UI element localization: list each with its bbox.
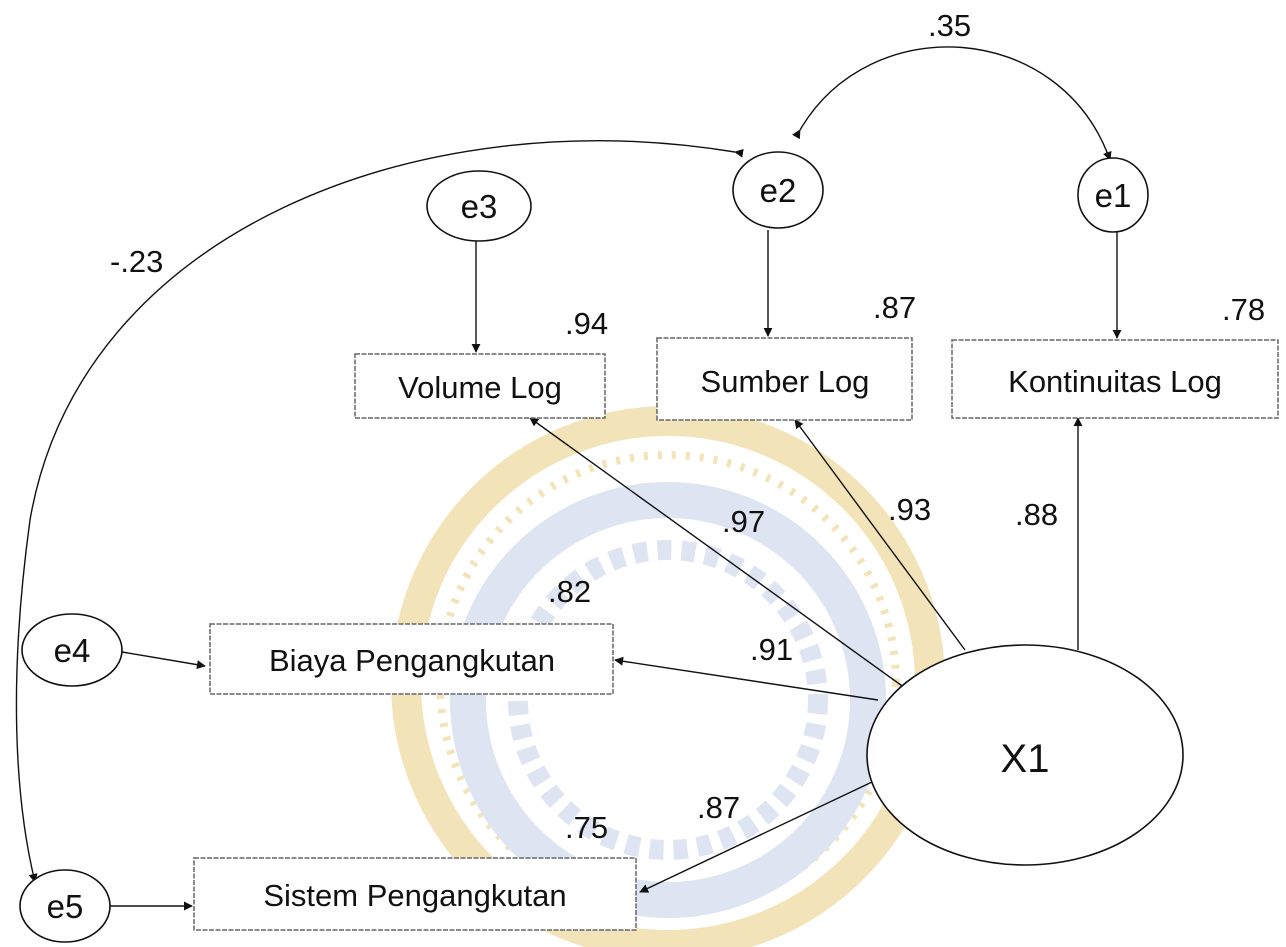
kontinuitas-log-r2: .78 xyxy=(1222,292,1265,327)
latent-x1-label: X1 xyxy=(1001,737,1050,781)
path-e4-biaya-pengangkutan xyxy=(121,651,206,670)
loading-kontinuitas-log: .88 xyxy=(1015,497,1058,532)
sistem-pengangkutan-box xyxy=(193,857,637,931)
r-squared-values: .94 .87 .78 .82 .75 xyxy=(548,290,1265,845)
kontinuitas-log-box xyxy=(951,339,1279,419)
biaya-pengangkutan-box xyxy=(209,623,614,695)
error-e3-label: e3 xyxy=(461,188,498,225)
covariance-e2-e1 xyxy=(792,46,1112,161)
sistem-pengangkutan-r2: .75 xyxy=(565,810,608,845)
factor-loadings: .97 .93 .88 .91 .87 xyxy=(697,492,1058,825)
covariance-e2-e5 xyxy=(15,140,744,883)
error-e5-node xyxy=(19,869,111,943)
sumber-log-label: Sumber Log xyxy=(701,364,870,399)
biaya-pengangkutan-label: Biaya Pengangkutan xyxy=(269,643,555,678)
edges xyxy=(15,46,1122,911)
sumber-log-box xyxy=(656,337,913,421)
loading-biaya-pengangkutan: .91 xyxy=(750,632,793,667)
error-e4-node xyxy=(21,613,123,687)
volume-log-label: Volume Log xyxy=(398,370,562,405)
covariance-e1-e2-value: .35 xyxy=(928,8,971,43)
volume-log-box xyxy=(354,353,606,419)
sumber-log-r2: .87 xyxy=(873,290,916,325)
path-x1-biaya-pengangkutan xyxy=(614,656,879,701)
error-e2-label: e2 xyxy=(760,172,797,209)
loading-sumber-log: .93 xyxy=(888,492,931,527)
error-e2-node xyxy=(732,151,824,229)
covariance-e2-e5-value: -.23 xyxy=(110,244,163,279)
error-e4-label: e4 xyxy=(54,632,91,669)
error-e5-label: e5 xyxy=(47,888,84,925)
kontinuitas-log-label: Kontinuitas Log xyxy=(1008,364,1222,399)
error-terms: e3 e2 e1 e4 e5 xyxy=(19,151,1149,943)
error-e1-node xyxy=(1077,157,1149,233)
loading-volume-log: .97 xyxy=(722,504,765,539)
sistem-pengangkutan-label: Sistem Pengangkutan xyxy=(263,878,566,913)
biaya-pengangkutan-r2: .82 xyxy=(548,574,591,609)
error-e1-label: e1 xyxy=(1095,177,1132,214)
path-x1-sumber-log xyxy=(794,419,966,651)
volume-log-r2: .94 xyxy=(565,306,608,341)
observed-variables: Volume Log Sumber Log Kontinuitas Log Bi… xyxy=(193,337,1279,931)
error-e3-node xyxy=(426,170,532,242)
latent-x1-node xyxy=(866,644,1184,866)
loading-sistem-pengangkutan: .87 xyxy=(697,790,740,825)
